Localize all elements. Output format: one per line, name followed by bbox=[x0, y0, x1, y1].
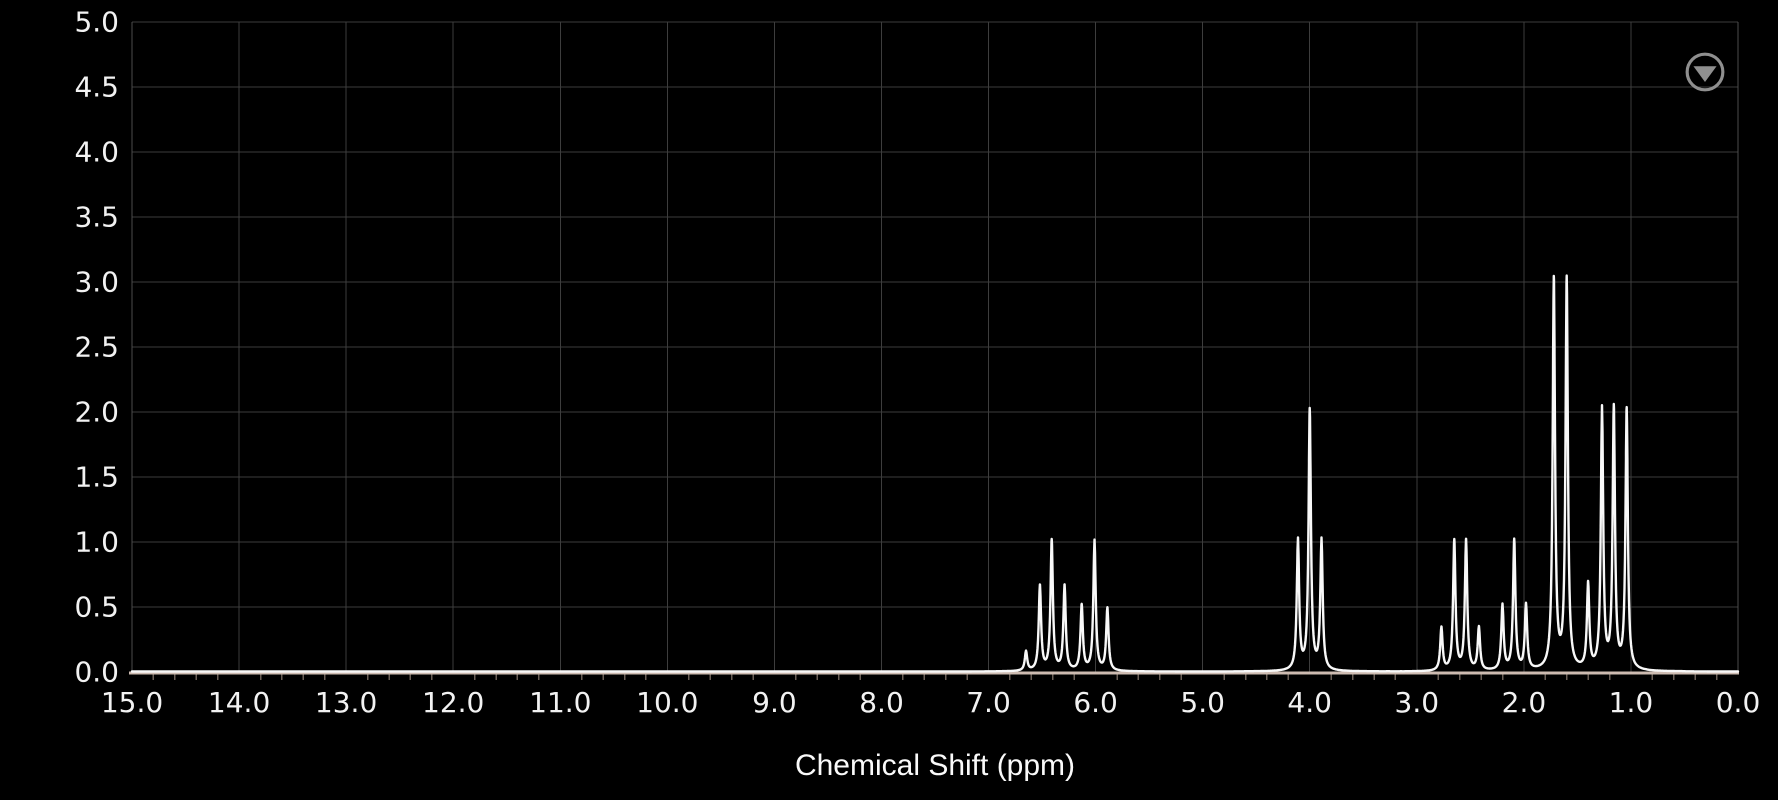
x-tick-label: 0.0 bbox=[1716, 686, 1761, 719]
x-tick-label: 4.0 bbox=[1287, 686, 1332, 719]
collapse-panel-button[interactable] bbox=[1684, 51, 1726, 93]
x-tick-label: 15.0 bbox=[101, 686, 163, 719]
x-tick-label: 8.0 bbox=[859, 686, 904, 719]
x-tick-label: 13.0 bbox=[315, 686, 377, 719]
y-tick-label: 3.0 bbox=[74, 266, 119, 299]
y-tick-label: 2.5 bbox=[74, 331, 119, 364]
spectrum-trace bbox=[130, 274, 1740, 673]
chevron-down-icon bbox=[1685, 52, 1725, 92]
x-tick-label: 9.0 bbox=[752, 686, 797, 719]
y-tick-label: 1.5 bbox=[74, 461, 119, 494]
y-tick-label: 1.0 bbox=[74, 526, 119, 559]
gridlines bbox=[131, 21, 1739, 672]
y-tick-label: 0.0 bbox=[74, 656, 119, 689]
x-tick-label: 6.0 bbox=[1073, 686, 1118, 719]
x-tick-label: 5.0 bbox=[1180, 686, 1225, 719]
y-tick-label: 2.0 bbox=[74, 396, 119, 429]
x-minor-ticks bbox=[152, 674, 1718, 680]
y-tick-label: 4.5 bbox=[74, 71, 119, 104]
x-tick-label: 12.0 bbox=[422, 686, 484, 719]
x-tick-label: 3.0 bbox=[1395, 686, 1440, 719]
y-tick-label: 0.5 bbox=[74, 591, 119, 624]
x-tick-label: 1.0 bbox=[1609, 686, 1654, 719]
x-tick-label: 7.0 bbox=[966, 686, 1011, 719]
x-tick-label: 2.0 bbox=[1502, 686, 1547, 719]
y-tick-label: 5.0 bbox=[74, 6, 119, 39]
y-tick-label: 4.0 bbox=[74, 136, 119, 169]
x-tick-label: 14.0 bbox=[208, 686, 270, 719]
x-axis-title: Chemical Shift (ppm) bbox=[795, 749, 1075, 782]
x-tick-label: 11.0 bbox=[529, 686, 591, 719]
y-tick-label: 3.5 bbox=[74, 201, 119, 234]
x-tick-label: 10.0 bbox=[636, 686, 698, 719]
